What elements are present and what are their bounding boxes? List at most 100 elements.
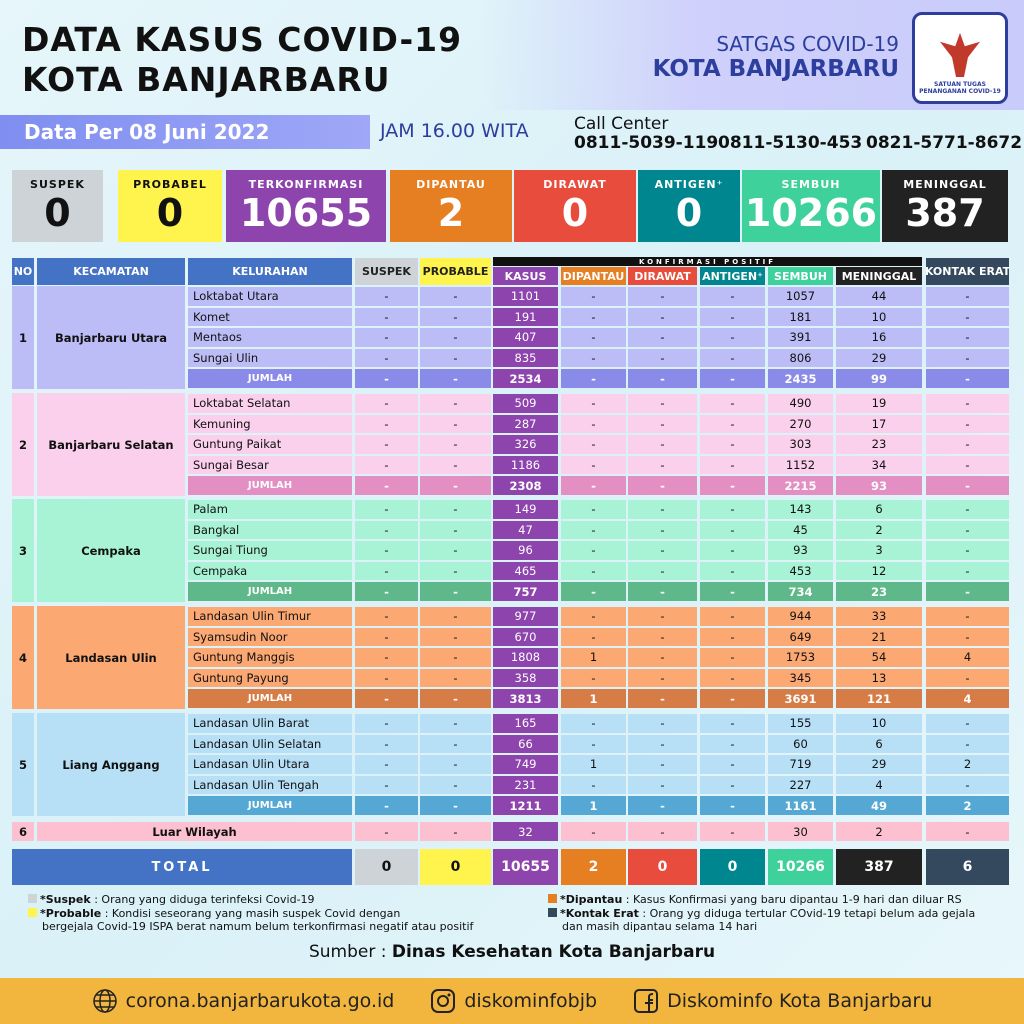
total-probable: 0 [420, 849, 491, 885]
cell-sembuh: 345 [768, 668, 833, 688]
cell-antigen-: - [700, 369, 765, 388]
cell-meninggal: 10 [836, 714, 922, 733]
cell-sembuh: 391 [768, 328, 833, 347]
cell-probable: - [420, 287, 491, 306]
cell-antigen-: - [700, 476, 765, 495]
konfirmasi-positif-header: KONFIRMASI POSITIF [493, 257, 922, 266]
cell-kontak-erat: 4 [926, 689, 1009, 708]
cell-probable: - [420, 582, 491, 601]
cell-kasus: 47 [493, 520, 558, 540]
total-dirawat: 0 [628, 849, 697, 885]
cell-kontak-erat: - [926, 369, 1009, 388]
cell-meninggal: 33 [836, 607, 922, 626]
cell-antigen-: - [700, 714, 765, 733]
summary-value: 0 [44, 191, 71, 235]
legend-desc: bergejala Covid-19 ISPA berat namum belu… [42, 920, 474, 933]
column-header-kontak-erat: KONTAK ERAT [925, 258, 1010, 285]
kelurahan-name: Guntung Payung [188, 668, 352, 688]
globe-icon [92, 989, 117, 1013]
cell-sembuh: 1161 [768, 796, 833, 815]
cell-dipantau: - [561, 775, 626, 795]
cell-dipantau: 1 [561, 796, 626, 815]
total-sembuh: 10266 [768, 849, 833, 885]
total-meninggal: 387 [836, 849, 922, 885]
legend-probable: *Probable : Kondisi seseorang yang masih… [28, 907, 473, 933]
cell-kontak-erat: - [926, 476, 1009, 495]
kecamatan-name: Cempaka [37, 499, 185, 602]
kelurahan-name: Sungai Ulin [188, 348, 352, 368]
kontak-swatch [548, 908, 557, 917]
cell-suspek: - [355, 476, 418, 495]
cell-meninggal: 54 [836, 648, 922, 667]
org-name: SATGAS COVID-19 [716, 32, 899, 56]
kelurahan-name: Guntung Manggis [188, 648, 352, 667]
facebook-link[interactable]: Diskominfo Kota Banjarbaru [633, 988, 932, 1014]
cell-kontak-erat: - [926, 455, 1009, 475]
kelurahan-name: Mentaos [188, 328, 352, 347]
cell-probable: - [420, 734, 491, 754]
column-header-suspek: SUSPEK [355, 258, 418, 285]
cell-dipantau: - [561, 541, 626, 560]
cell-kontak-erat: - [926, 541, 1009, 560]
legend-desc: : Orang yg diduga tertular COvid-19 teta… [642, 907, 976, 920]
cell-dipantau: - [561, 394, 626, 413]
summary-label: PROBABEL [133, 178, 207, 191]
cell-dirawat: - [628, 307, 697, 327]
website-link[interactable]: corona.banjarbarukota.go.id [92, 988, 394, 1014]
source-label: Sumber : [308, 942, 387, 962]
cell-dirawat: - [628, 348, 697, 368]
cell-sembuh: 453 [768, 561, 833, 581]
cell-dirawat: - [628, 734, 697, 754]
cell-suspek: - [355, 561, 418, 581]
cell-dirawat: - [628, 607, 697, 626]
instagram-link[interactable]: diskominfobjb [430, 988, 597, 1014]
cell-suspek: - [355, 307, 418, 327]
cell-meninggal: 29 [836, 755, 922, 774]
kelurahan-name: Landasan Ulin Tengah [188, 775, 352, 795]
cell-sembuh: 155 [768, 714, 833, 733]
cell-meninggal: 3 [836, 541, 922, 560]
cell-antigen-: - [700, 668, 765, 688]
cell-kontak-erat: - [926, 775, 1009, 795]
cell-kasus: 287 [493, 414, 558, 434]
cell-dirawat: - [628, 369, 697, 388]
cell-antigen-: - [700, 435, 765, 454]
cell-meninggal: 12 [836, 561, 922, 581]
cell-kontak-erat: - [926, 287, 1009, 306]
logo-text: SATUAN TUGAS PENANGANAN COVID-19 [919, 81, 1001, 95]
legend-desc: dan masih dipantau selama 14 hari [562, 920, 758, 933]
cell-probable: - [420, 607, 491, 626]
cell-dipantau: 1 [561, 755, 626, 774]
cell-sembuh: 1152 [768, 455, 833, 475]
kelurahan-name: Bangkal [188, 520, 352, 540]
cell-probable: - [420, 307, 491, 327]
cell-kasus: 2308 [493, 476, 558, 495]
legend-desc: : Orang yang diduga terinfeksi Covid-19 [94, 893, 315, 906]
cell-dipantau: - [561, 582, 626, 601]
cell-sembuh: 60 [768, 734, 833, 754]
cell-meninggal: 16 [836, 328, 922, 347]
summary-card-probabel: PROBABEL 0 [118, 170, 222, 242]
cell-dipantau: - [561, 348, 626, 368]
cell-suspek: - [355, 689, 418, 708]
cell-kasus: 191 [493, 307, 558, 327]
group-number: 1 [12, 286, 34, 389]
column-header-kecamatan: KECAMATAN [37, 258, 185, 285]
cell-kasus: 358 [493, 668, 558, 688]
column-header-dirawat: DIRAWAT [628, 267, 697, 285]
cell-antigen-: - [700, 796, 765, 815]
cell-dipantau: - [561, 455, 626, 475]
facebook-text: Diskominfo Kota Banjarbaru [667, 990, 933, 1012]
luar-wilayah-cell: 32 [493, 822, 558, 841]
cell-kasus: 165 [493, 714, 558, 733]
cell-kasus: 749 [493, 755, 558, 774]
cell-probable: - [420, 369, 491, 388]
cell-antigen-: - [700, 582, 765, 601]
cell-antigen-: - [700, 607, 765, 626]
cell-dirawat: - [628, 582, 697, 601]
cell-suspek: - [355, 394, 418, 413]
cell-antigen-: - [700, 414, 765, 434]
cell-dirawat: - [628, 714, 697, 733]
cell-sembuh: 1057 [768, 287, 833, 306]
cell-meninggal: 99 [836, 369, 922, 388]
